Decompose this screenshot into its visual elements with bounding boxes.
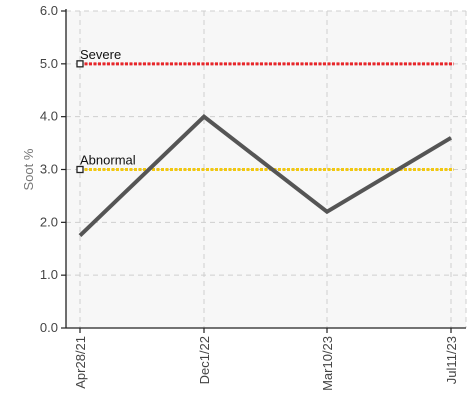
y-tick-label: 0.0 bbox=[40, 320, 58, 335]
y-axis-title: Soot % bbox=[21, 148, 36, 190]
y-tick-label: 4.0 bbox=[40, 109, 58, 124]
threshold-marker bbox=[76, 60, 84, 68]
x-tick-labels: Apr28/21 Dec1/22 Mar10/23 Jul11/23 bbox=[73, 336, 459, 391]
threshold-label: Abnormal bbox=[80, 153, 136, 168]
y-tick-label: 2.0 bbox=[40, 214, 58, 229]
x-tick-label: Jul11/23 bbox=[444, 336, 459, 384]
threshold-lines: Severe Abnormal bbox=[76, 47, 454, 174]
series-lines bbox=[78, 114, 453, 237]
threshold-label: Severe bbox=[80, 47, 121, 62]
y-tick-label: 5.0 bbox=[40, 56, 58, 71]
y-tick-label: 6.0 bbox=[40, 3, 58, 18]
threshold-marker bbox=[76, 165, 84, 174]
axes bbox=[61, 9, 466, 333]
y-tick-label: 1.0 bbox=[40, 267, 58, 282]
series-line bbox=[78, 114, 453, 237]
x-tick-label: Dec1/22 bbox=[197, 336, 212, 384]
x-tick-label: Mar10/23 bbox=[320, 336, 335, 391]
x-tick-label: Apr28/21 bbox=[73, 336, 88, 389]
y-tick-labels: 0.0 1.0 2.0 3.0 4.0 5.0 6.0 bbox=[40, 3, 58, 335]
y-tick-label: 3.0 bbox=[40, 162, 58, 177]
